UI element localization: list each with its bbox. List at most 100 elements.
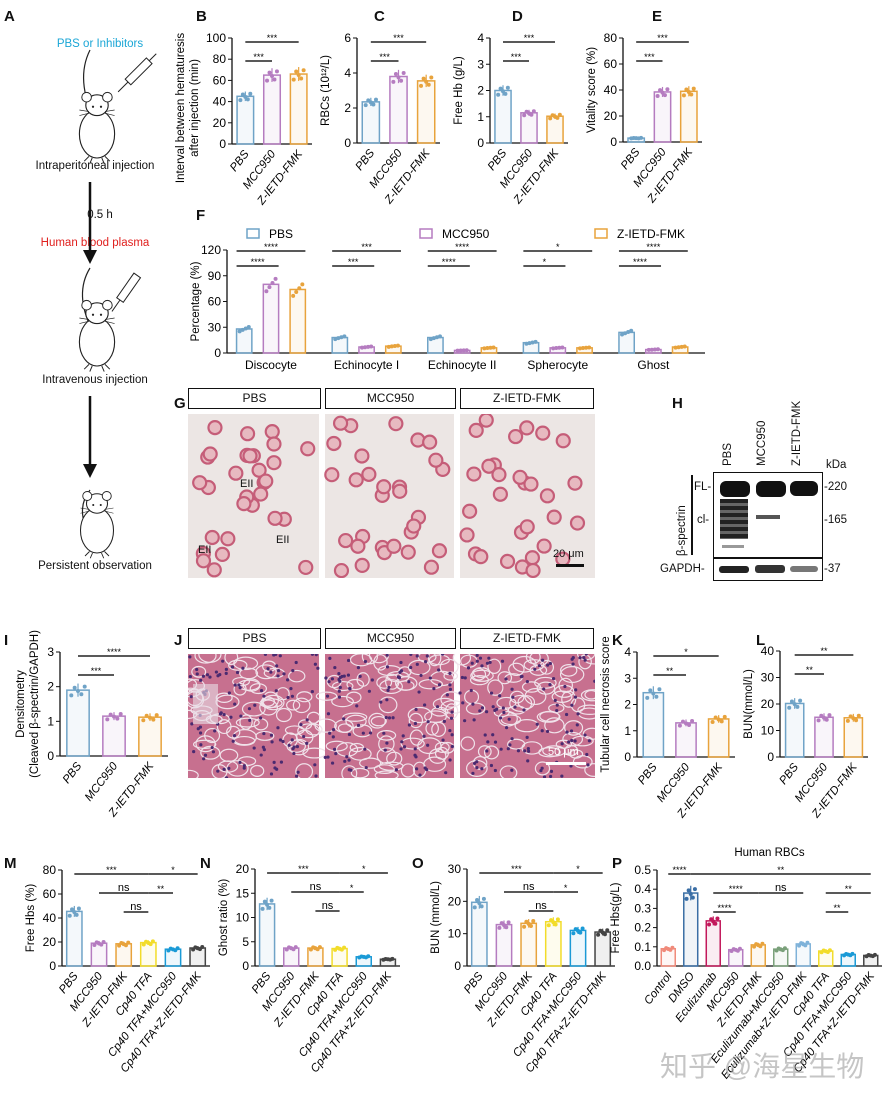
data-point bbox=[827, 713, 832, 718]
red-blood-cell bbox=[242, 448, 258, 464]
data-point bbox=[333, 337, 338, 342]
red-blood-cell bbox=[546, 509, 562, 525]
y-axis-label: Free Hbs (%) bbox=[25, 884, 37, 953]
y-tick-label: 40 bbox=[604, 83, 618, 97]
chart-F: 0 30 60 90 120 Percentage (%) PBS MCC950 Z-IETD-… bbox=[190, 227, 705, 372]
data-point bbox=[240, 92, 245, 97]
data-point bbox=[555, 115, 560, 120]
data-point bbox=[82, 684, 87, 689]
data-point bbox=[719, 719, 724, 724]
red-blood-cell bbox=[361, 466, 377, 482]
data-point bbox=[522, 113, 527, 118]
data-point bbox=[689, 92, 694, 97]
red-blood-cell bbox=[338, 532, 354, 549]
panel-letter-o: O bbox=[412, 855, 424, 872]
red-blood-cell bbox=[400, 544, 416, 560]
data-point bbox=[386, 344, 391, 349]
data-point bbox=[760, 941, 765, 946]
data-point bbox=[816, 718, 821, 723]
data-point bbox=[342, 334, 347, 339]
data-point bbox=[850, 951, 855, 956]
data-point bbox=[681, 93, 686, 98]
data-point bbox=[497, 925, 502, 930]
data-point bbox=[270, 280, 275, 285]
significance-label: **** bbox=[455, 242, 470, 252]
data-point bbox=[92, 943, 97, 948]
data-point bbox=[123, 943, 128, 948]
significance-label: *** bbox=[253, 52, 264, 62]
y-axis-label-line: Densitometry bbox=[15, 670, 27, 738]
red-blood-cell bbox=[350, 538, 366, 554]
y-tick-label: 3 bbox=[624, 671, 631, 685]
data-point bbox=[267, 905, 272, 910]
significance-label: ** bbox=[806, 665, 814, 675]
schematic-drawing bbox=[78, 49, 157, 559]
bar-z-ietd-fmk bbox=[707, 718, 730, 758]
significance-label: ns bbox=[775, 882, 787, 894]
red-blood-cell bbox=[236, 496, 252, 512]
bar-z-ietd-fmk bbox=[289, 288, 307, 354]
red-blood-cell bbox=[266, 436, 282, 452]
y-axis-label-line: BUN (mmol/L) bbox=[430, 881, 442, 954]
y-tick-label: 10 bbox=[761, 724, 775, 738]
marker-165: -165 bbox=[824, 514, 848, 526]
data-point bbox=[237, 329, 242, 334]
panel-letter-f: F bbox=[196, 207, 206, 224]
data-point bbox=[245, 97, 250, 102]
y-tick-label: 60 bbox=[43, 887, 57, 901]
panel-letter-l: L bbox=[756, 632, 766, 649]
red-blood-cell bbox=[555, 433, 571, 449]
blot-gapdh bbox=[713, 558, 823, 581]
red-blood-cell bbox=[202, 446, 218, 462]
data-point bbox=[366, 954, 371, 959]
y-tick-label: 0.1 bbox=[634, 940, 651, 954]
bar-z-ietd-fmk bbox=[289, 73, 308, 145]
red-blood-cell bbox=[214, 546, 230, 562]
data-point bbox=[69, 693, 74, 698]
data-point bbox=[262, 899, 267, 904]
data-point bbox=[551, 346, 556, 351]
data-point bbox=[533, 339, 538, 344]
legend-label: PBS bbox=[269, 227, 293, 241]
data-point bbox=[126, 940, 131, 945]
y-tick-label: 2 bbox=[624, 698, 631, 712]
red-blood-cell bbox=[195, 553, 212, 569]
significance-label: ** bbox=[820, 646, 828, 656]
red-blood-cell bbox=[567, 475, 583, 491]
red-blood-cell bbox=[348, 472, 364, 488]
red-blood-cell bbox=[481, 458, 497, 474]
data-point bbox=[596, 932, 601, 937]
step1-caption: Intraperitoneal injection bbox=[35, 160, 155, 172]
y-tick-label: 0 bbox=[214, 346, 221, 360]
data-point bbox=[74, 912, 79, 917]
arrow-down-icon-2 bbox=[83, 396, 97, 478]
data-point bbox=[692, 887, 697, 892]
data-point bbox=[300, 282, 305, 287]
bar-pbs bbox=[642, 691, 665, 758]
red-blood-cell bbox=[466, 466, 482, 482]
data-point bbox=[297, 286, 302, 291]
bar-z-ietd-fmk bbox=[843, 717, 864, 758]
significance-label: * bbox=[556, 242, 560, 252]
red-blood-cell bbox=[428, 452, 444, 468]
data-point bbox=[431, 336, 436, 341]
data-point bbox=[531, 919, 536, 924]
y-tick-label: 20 bbox=[604, 109, 618, 123]
data-point bbox=[265, 78, 270, 83]
spectrin-label: β-spectrin bbox=[676, 505, 688, 556]
data-point bbox=[676, 345, 681, 350]
red-blood-cell bbox=[239, 426, 256, 442]
y-tick-label: 0 bbox=[610, 135, 617, 149]
significance-label: * bbox=[576, 864, 580, 874]
significance-label: *** bbox=[511, 52, 522, 62]
lane-label-zietd: Z-IETD-FMK bbox=[791, 400, 803, 466]
significance-label: ** bbox=[833, 903, 841, 913]
y-tick-label: 100 bbox=[206, 31, 226, 45]
y-tick-label: 20 bbox=[43, 935, 57, 949]
red-blood-cell bbox=[431, 543, 448, 559]
category-label: Ghost bbox=[637, 358, 670, 372]
data-point bbox=[393, 72, 398, 77]
data-point bbox=[246, 325, 251, 330]
